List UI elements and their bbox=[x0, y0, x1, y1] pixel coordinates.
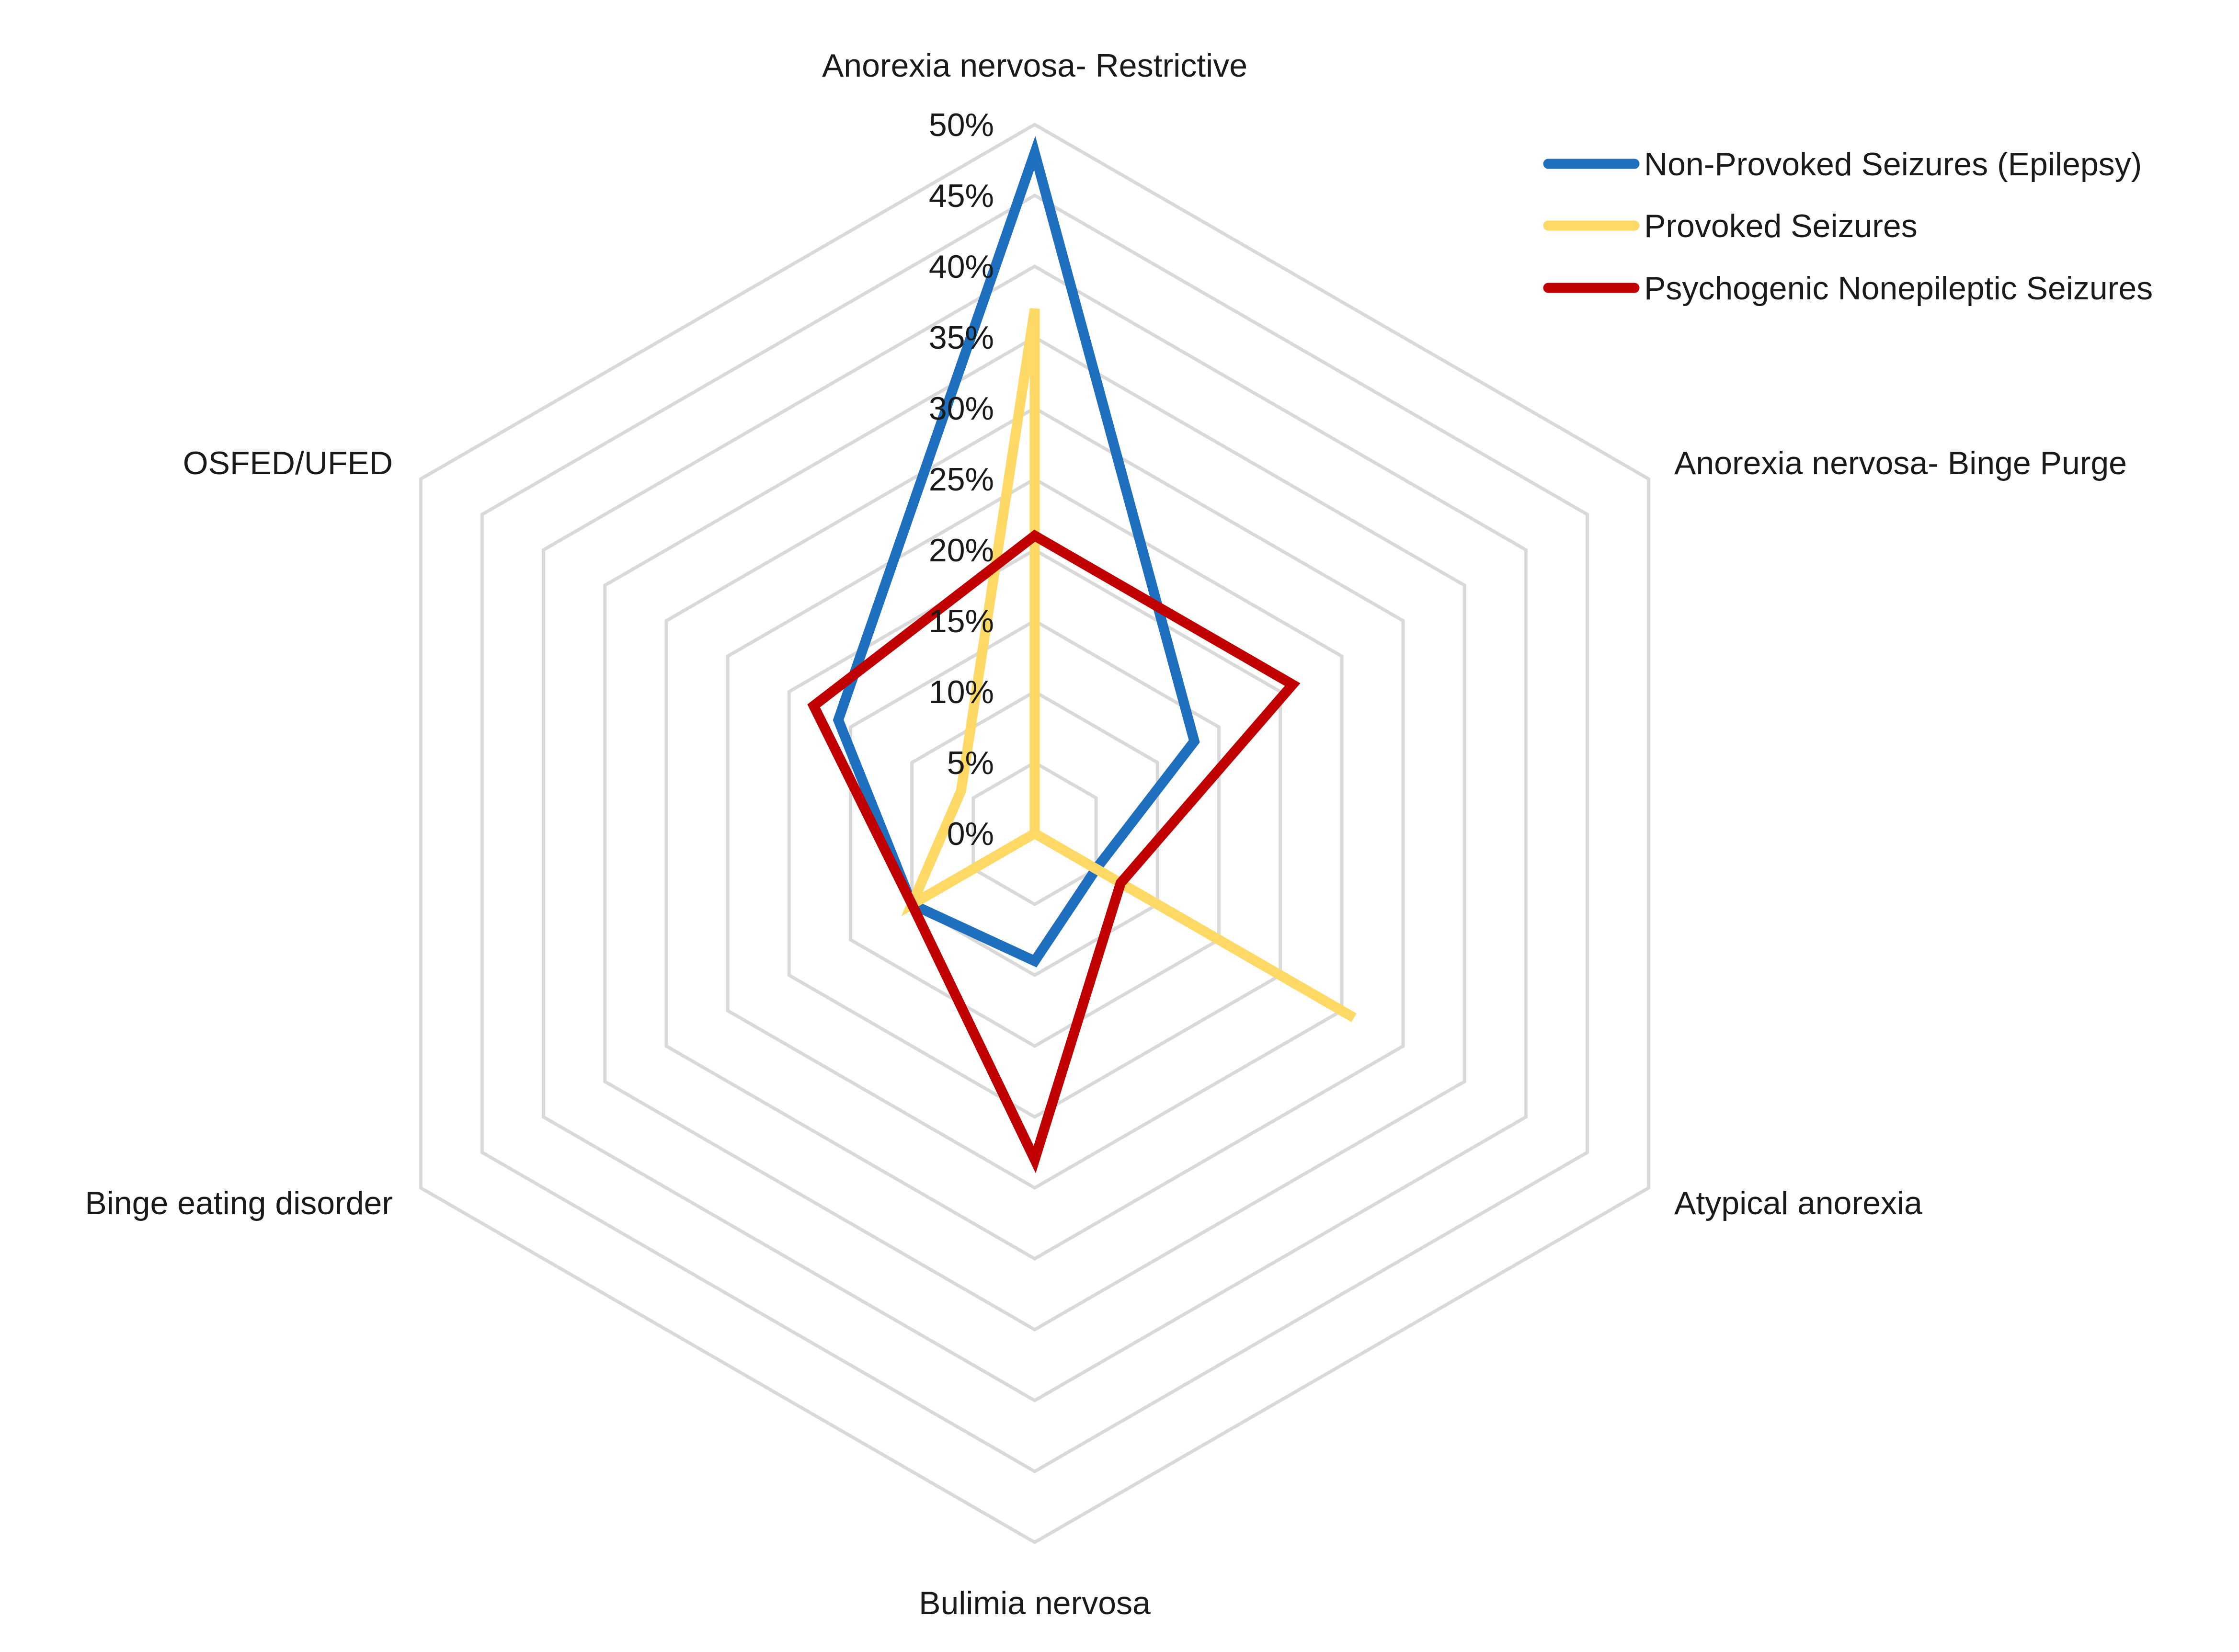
tick-label-15pct: 15% bbox=[929, 603, 994, 639]
grid-ring-45pct bbox=[480, 193, 1589, 1474]
legend-label-psychogenic: Psychogenic Nonepileptic Seizures bbox=[1644, 270, 2153, 307]
tick-label-20pct: 20% bbox=[929, 532, 994, 569]
series-line-psychogenic-nonepileptic-seizures bbox=[807, 529, 1301, 1173]
legend-item-psychogenic: Psychogenic Nonepileptic Seizures bbox=[1543, 270, 2153, 307]
tick-label-5pct: 5% bbox=[947, 745, 994, 781]
category-label-atypical-anorexia: Atypical anorexia bbox=[1674, 1185, 1922, 1221]
axis-tick-labels: 0% 5% 10% 15% 20% 25% 30% 35% 40% 45% 50% bbox=[929, 107, 994, 852]
tick-label-25pct: 25% bbox=[929, 461, 994, 498]
legend: Non-Provoked Seizures (Epilepsy) Provoke… bbox=[1543, 146, 2153, 307]
grid-ring-35pct bbox=[603, 335, 1466, 1332]
legend-label-provoked: Provoked Seizures bbox=[1644, 208, 1918, 244]
category-label-anorexia-restrictive: Anorexia nervosa- Restrictive bbox=[822, 47, 1247, 84]
tick-label-30pct: 30% bbox=[929, 390, 994, 427]
grid-ring-30pct bbox=[664, 406, 1405, 1261]
grid-ring-10pct bbox=[910, 689, 1159, 978]
tick-label-35pct: 35% bbox=[929, 319, 994, 356]
grid-layer bbox=[419, 122, 1651, 1545]
grid-ring-40pct bbox=[542, 264, 1528, 1403]
legend-item-epilepsy: Non-Provoked Seizures (Epilepsy) bbox=[1543, 146, 2142, 182]
tick-label-40pct: 40% bbox=[929, 249, 994, 285]
category-label-anorexia-binge-purge: Anorexia nervosa- Binge Purge bbox=[1674, 445, 2127, 481]
tick-label-0pct: 0% bbox=[947, 816, 994, 852]
legend-label-epilepsy: Non-Provoked Seizures (Epilepsy) bbox=[1644, 146, 2142, 182]
category-label-osfed-ufed: OSFED/UFED bbox=[183, 445, 393, 481]
grid-ring-50pct bbox=[419, 122, 1651, 1545]
category-label-bulimia-nervosa: Bulimia nervosa bbox=[919, 1585, 1151, 1621]
series-line-non-provoked-seizures-epilepsy bbox=[833, 136, 1200, 968]
tick-label-45pct: 45% bbox=[929, 178, 994, 214]
grid-ring-25pct bbox=[726, 477, 1344, 1190]
grid-ring-15pct bbox=[849, 618, 1221, 1048]
tick-label-10pct: 10% bbox=[929, 674, 994, 710]
tick-label-50pct: 50% bbox=[929, 107, 994, 143]
category-label-binge-eating-disorder: Binge eating disorder bbox=[85, 1185, 393, 1221]
category-labels: Anorexia nervosa- Restrictive Anorexia n… bbox=[85, 47, 2127, 1621]
series-line-provoked-seizures bbox=[901, 308, 1357, 1022]
series-psychogenic-nonepileptic-seizures bbox=[807, 529, 1301, 1173]
series-provoked-seizures bbox=[901, 308, 1357, 1022]
series-non-provoked-seizures-epilepsy bbox=[833, 136, 1200, 968]
grid-ring-5pct bbox=[971, 760, 1098, 907]
legend-item-provoked: Provoked Seizures bbox=[1543, 208, 1918, 244]
series-layer bbox=[807, 136, 1357, 1173]
